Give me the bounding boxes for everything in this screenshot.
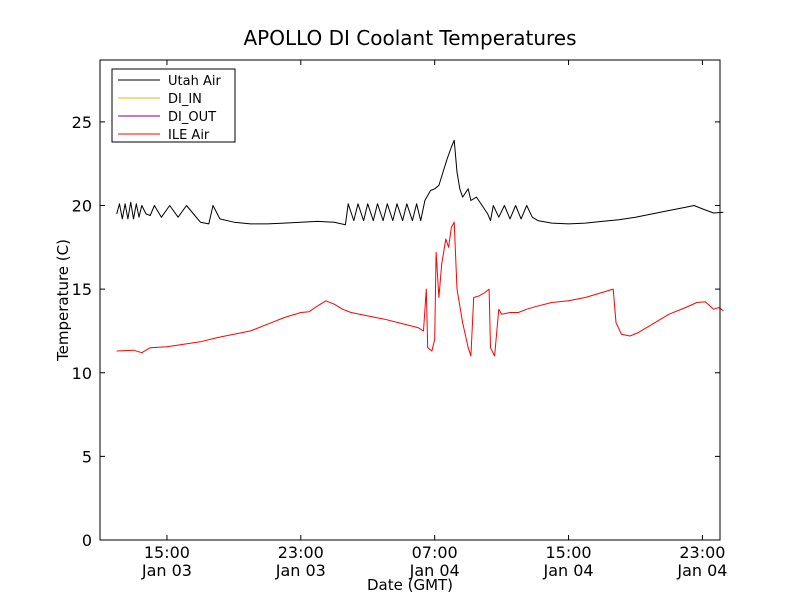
y-axis: 0 5 10 15 20 25 (72, 113, 720, 550)
series-line-ile-air (116, 221, 724, 357)
x-tick-label-time: 15:00 (144, 543, 190, 562)
x-tick-label-date: Jan 04 (676, 561, 727, 580)
x-axis-label: Date (GMT) (367, 576, 453, 594)
x-tick-label-time: 23:00 (679, 543, 725, 562)
legend-label: ILE Air (168, 128, 210, 143)
series-line-utah-air (116, 139, 724, 226)
x-tick-label-time: 15:00 (546, 543, 592, 562)
plot-series (116, 139, 724, 357)
x-tick-label-date: Jan 03 (275, 561, 326, 580)
x-tick-label-date: Jan 04 (409, 561, 460, 580)
x-tick-label-date: Jan 04 (543, 561, 594, 580)
y-tick-label: 5 (82, 447, 92, 466)
plot-frame (99, 59, 721, 541)
y-tick-label: 0 (82, 531, 92, 550)
legend-box (111, 68, 236, 143)
legend-label: DI_IN (168, 92, 202, 107)
legend-label: Utah Air (168, 74, 221, 89)
y-tick-label: 25 (72, 113, 92, 132)
chart-title: APOLLO DI Coolant Temperatures (243, 26, 576, 50)
x-tick-label-date: Jan 03 (141, 561, 192, 580)
x-tick-label-time: 23:00 (278, 543, 324, 562)
x-tick-label-time: 07:00 (412, 543, 458, 562)
y-tick-label: 10 (72, 364, 92, 383)
y-tick-label: 20 (72, 197, 92, 216)
legend-label: DI_OUT (168, 110, 216, 125)
y-axis-label: Temperature (C) (54, 239, 72, 362)
y-tick-label: 15 (72, 280, 92, 299)
legend: Utah Air DI_IN DI_OUT ILE Air (111, 68, 236, 143)
